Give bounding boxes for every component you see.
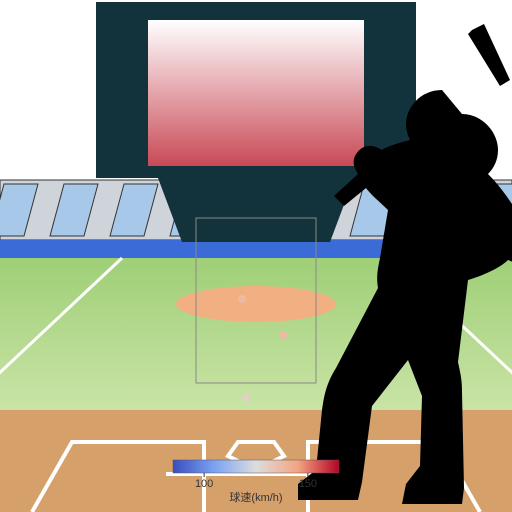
- colorbar-tick: 150: [299, 478, 317, 490]
- colorbar-tick: 100: [195, 478, 213, 490]
- pitch-marker: [238, 295, 246, 303]
- pitch-marker: [279, 331, 287, 339]
- pitchers-mound: [176, 286, 336, 322]
- pitch-marker: [242, 394, 250, 402]
- pitch-location-figure: 100 150 球速(km/h): [0, 0, 512, 512]
- figure-svg: 100 150 球速(km/h): [0, 0, 512, 512]
- scoreboard-screen: [148, 20, 364, 166]
- colorbar-label: 球速(km/h): [229, 490, 282, 504]
